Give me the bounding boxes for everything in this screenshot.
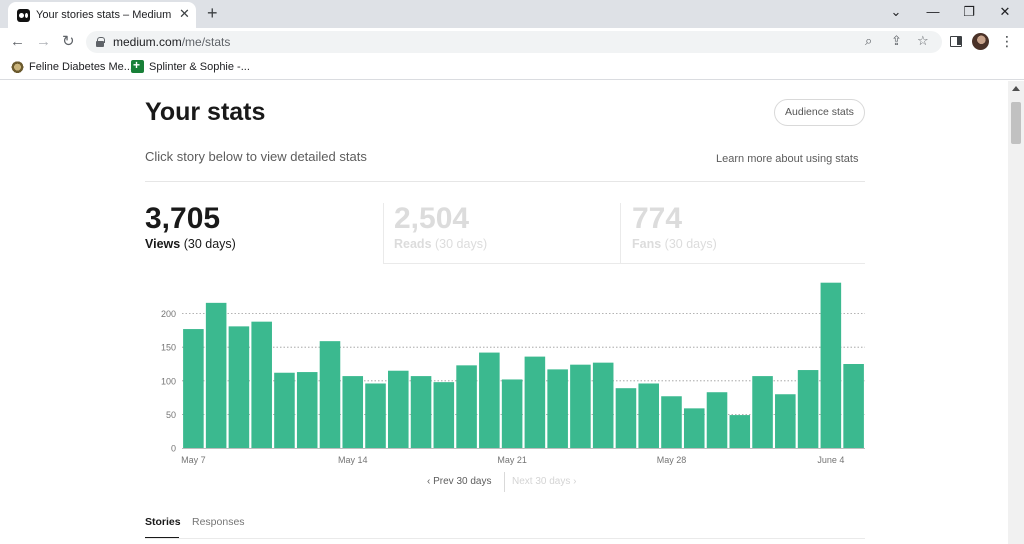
prev-30-days-button[interactable]: ‹ Prev 30 days bbox=[427, 476, 492, 487]
stat-fans[interactable]: 774 Fans (30 days) bbox=[632, 203, 852, 263]
browser-tab-strip: Your stories stats – Medium ✕ + ⌄ — ❐ ✕ bbox=[0, 0, 1024, 28]
tabs-divider bbox=[145, 538, 865, 539]
restore-icon[interactable]: ❐ bbox=[963, 4, 975, 19]
bar bbox=[638, 383, 659, 448]
x-tick-label: May 28 bbox=[657, 455, 687, 465]
bar bbox=[365, 383, 386, 448]
stat-reads[interactable]: 2,504 Reads (30 days) bbox=[394, 203, 614, 263]
bar bbox=[456, 365, 477, 448]
bar bbox=[251, 321, 272, 448]
stat-value: 3,705 bbox=[145, 202, 221, 235]
side-panel-icon[interactable] bbox=[950, 36, 962, 47]
x-tick-label: May 21 bbox=[497, 455, 527, 465]
scroll-thumb[interactable] bbox=[1011, 102, 1021, 144]
bar bbox=[410, 376, 432, 448]
active-tab-underline bbox=[145, 537, 179, 538]
close-tab-icon[interactable]: ✕ bbox=[179, 6, 190, 21]
url-text[interactable]: medium.com/me/stats bbox=[113, 35, 231, 49]
bar bbox=[228, 326, 250, 448]
bar bbox=[843, 364, 864, 448]
bookmark-star-icon[interactable]: ☆ bbox=[917, 33, 929, 48]
tab-responses[interactable]: Responses bbox=[192, 516, 245, 528]
learn-more-link[interactable]: Learn more about using stats bbox=[716, 153, 859, 165]
stat-divider bbox=[383, 263, 865, 264]
stat-separator bbox=[383, 203, 384, 263]
page-subtitle: Click story below to view detailed stats bbox=[145, 149, 367, 164]
next-30-days-button[interactable]: Next 30 days › bbox=[512, 476, 577, 487]
bookmarks-bar: Feline Diabetes Me... Splinter & Sophie … bbox=[0, 56, 1024, 80]
reload-icon[interactable]: ↻ bbox=[62, 33, 75, 50]
browser-toolbar: ← → ↻ medium.com/me/stats ⌕ ⇪ ☆ ⋮ bbox=[0, 28, 1024, 56]
tab-title: Your stories stats – Medium bbox=[36, 9, 172, 21]
bookmark-splinter-sophie[interactable]: Splinter & Sophie -... bbox=[131, 58, 250, 73]
x-tick-label: June 4 bbox=[817, 455, 844, 465]
browser-menu-icon[interactable]: ⋮ bbox=[1000, 33, 1014, 49]
cat-icon bbox=[11, 60, 24, 73]
stat-label: Reads (30 days) bbox=[394, 237, 488, 251]
divider bbox=[145, 181, 865, 182]
bar bbox=[205, 302, 227, 448]
audience-stats-button[interactable]: Audience stats bbox=[774, 99, 865, 126]
bar bbox=[388, 370, 409, 448]
scroll-up-arrow-icon[interactable] bbox=[1012, 86, 1020, 91]
address-bar[interactable]: medium.com/me/stats ⌕ ⇪ ☆ bbox=[86, 31, 942, 53]
stat-value: 774 bbox=[632, 202, 683, 235]
stat-separator bbox=[620, 203, 621, 263]
bar bbox=[706, 392, 728, 448]
bar bbox=[274, 372, 295, 448]
x-tick-label: May 7 bbox=[181, 455, 206, 465]
profile-avatar[interactable] bbox=[972, 33, 989, 50]
browser-tab[interactable]: Your stories stats – Medium ✕ bbox=[8, 2, 196, 28]
bar bbox=[797, 370, 819, 448]
sheets-icon bbox=[131, 58, 144, 73]
stat-views[interactable]: 3,705 Views (30 days) bbox=[145, 203, 375, 263]
stat-label: Views (30 days) bbox=[145, 237, 236, 251]
bar bbox=[820, 282, 842, 448]
minimize-icon[interactable]: — bbox=[926, 4, 940, 19]
tab-search-chevron-icon[interactable]: ⌄ bbox=[890, 4, 902, 19]
window-close-icon[interactable]: ✕ bbox=[999, 4, 1011, 19]
back-arrow-icon[interactable]: ← bbox=[10, 33, 25, 50]
stat-value: 2,504 bbox=[394, 202, 470, 235]
pager-divider bbox=[504, 472, 505, 492]
bar bbox=[729, 415, 751, 448]
bar bbox=[342, 376, 364, 448]
y-tick-label: 0 bbox=[171, 444, 176, 454]
y-tick-label: 50 bbox=[166, 410, 176, 420]
bar bbox=[183, 329, 204, 448]
bookmark-feline-diabetes[interactable]: Feline Diabetes Me... bbox=[11, 60, 133, 73]
y-tick-label: 100 bbox=[161, 376, 176, 386]
bar bbox=[752, 376, 773, 448]
bar bbox=[501, 379, 523, 448]
lock-icon[interactable] bbox=[96, 37, 105, 47]
x-tick-label: May 14 bbox=[338, 455, 368, 465]
bar bbox=[775, 394, 796, 448]
bar bbox=[479, 352, 500, 448]
page-title: Your stats bbox=[145, 98, 266, 126]
chevron-left-icon: ‹ bbox=[427, 476, 431, 487]
medium-favicon-icon bbox=[17, 9, 30, 22]
bar bbox=[592, 362, 614, 448]
forward-arrow-icon[interactable]: → bbox=[36, 33, 51, 50]
bar bbox=[683, 408, 705, 448]
tab-stories[interactable]: Stories bbox=[145, 516, 181, 528]
stat-label: Fans (30 days) bbox=[632, 237, 717, 251]
bar bbox=[433, 382, 455, 448]
bar bbox=[570, 364, 591, 448]
chevron-right-icon: › bbox=[573, 476, 577, 487]
bar bbox=[319, 341, 341, 448]
bar bbox=[661, 396, 682, 448]
bar bbox=[615, 388, 637, 448]
y-tick-label: 200 bbox=[161, 309, 176, 319]
bar bbox=[547, 369, 568, 448]
views-bar-chart: 0 50 100 150 200 May 7 May 14 May 21 May 28 June … bbox=[161, 282, 865, 465]
zoom-icon[interactable]: ⌕ bbox=[865, 33, 873, 48]
page-scrollbar[interactable] bbox=[1008, 81, 1024, 544]
bar bbox=[524, 356, 546, 448]
share-icon[interactable]: ⇪ bbox=[891, 33, 902, 48]
new-tab-icon[interactable]: + bbox=[207, 3, 218, 23]
bar bbox=[296, 372, 318, 448]
y-tick-label: 150 bbox=[161, 343, 176, 353]
